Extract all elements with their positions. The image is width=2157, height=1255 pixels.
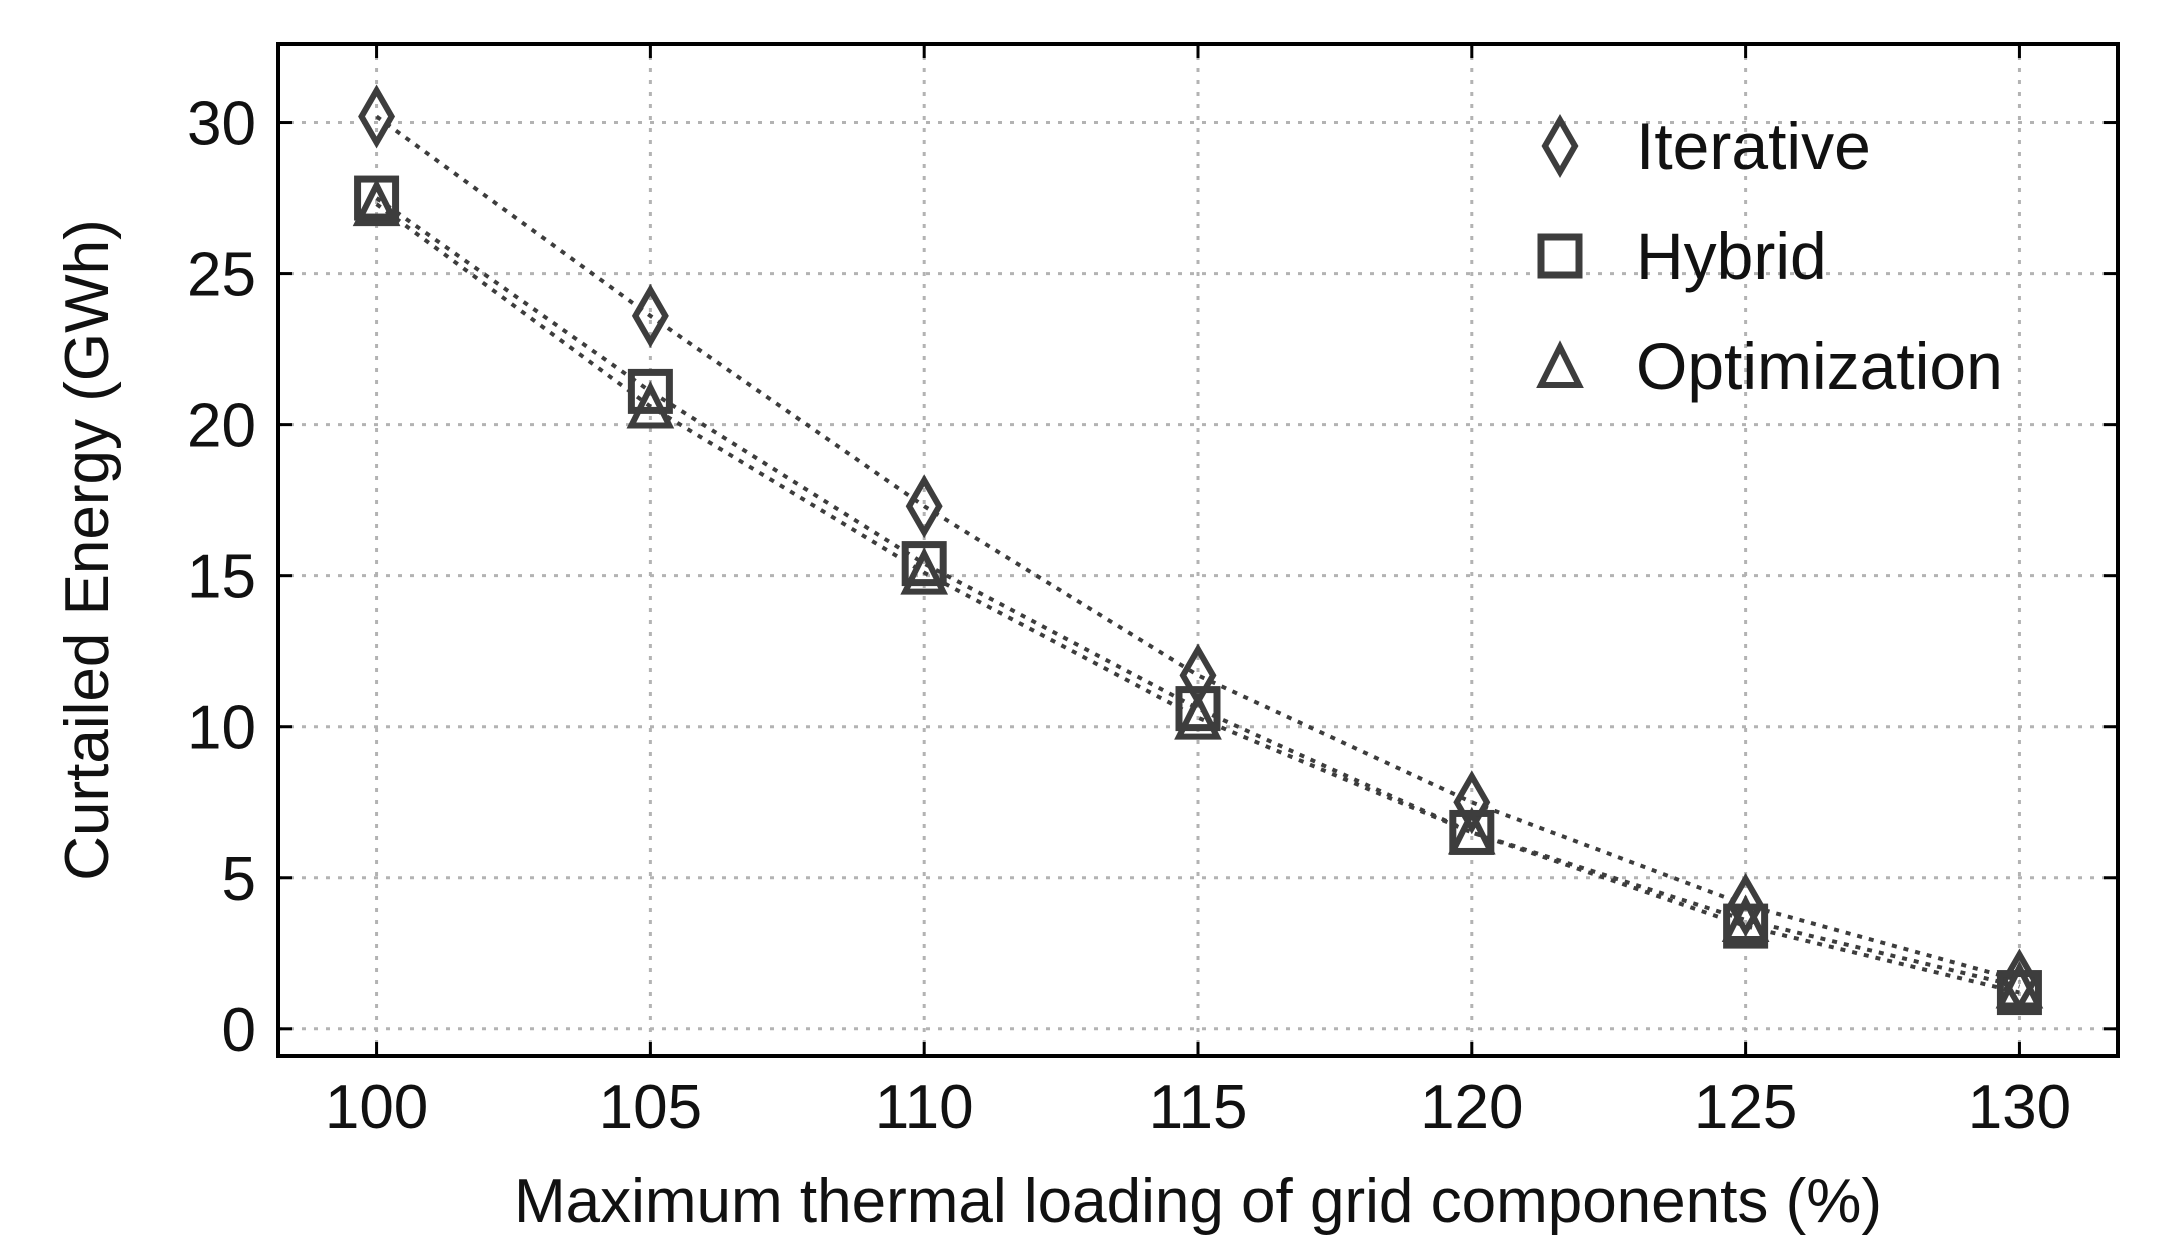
x-tick-label: 110 xyxy=(875,1073,974,1142)
point-optimization xyxy=(1721,894,1770,943)
legend-marker-optimization xyxy=(1536,340,1584,388)
point-iterative xyxy=(1453,770,1491,835)
grid-layer xyxy=(278,44,2118,1056)
y-tick-label: 25 xyxy=(187,241,256,310)
point-hybrid xyxy=(627,368,673,414)
y-tick-label: 5 xyxy=(222,845,256,914)
point-iterative xyxy=(358,84,396,149)
x-tick-label: 120 xyxy=(1420,1073,1523,1142)
legend-label-optimization: Optimization xyxy=(1636,329,2003,403)
point-optimization xyxy=(1174,691,1222,740)
x-axis-label: Maximum thermal loading of grid componen… xyxy=(514,1167,1882,1236)
x-tick-label: 125 xyxy=(1694,1073,1797,1142)
y-tick-label: 10 xyxy=(187,694,256,763)
series-markers xyxy=(352,84,2044,1016)
axis-ticks xyxy=(278,44,2118,1056)
y-tick-label: 0 xyxy=(222,996,256,1065)
point-iterative xyxy=(631,283,669,348)
point-optimization xyxy=(1995,960,2044,1009)
series-line-optimization xyxy=(375,202,2020,989)
legend-marker-hybrid xyxy=(1537,233,1583,279)
point-optimization xyxy=(900,546,949,595)
point-iterative xyxy=(1727,872,1765,937)
legend-marker-iterative xyxy=(1541,113,1579,179)
point-hybrid xyxy=(1175,686,1221,732)
legend-label-hybrid: Hybrid xyxy=(1636,219,1827,293)
y-tick-label: 20 xyxy=(187,392,256,461)
point-optimization xyxy=(626,380,675,429)
point-hybrid xyxy=(901,541,947,587)
x-tick-label: 115 xyxy=(1149,1073,1248,1142)
tick-labels: 100 105 110 115 120 125 130 0 5 10 15 20 25 30 xyxy=(187,90,2071,1142)
x-tick-label: 130 xyxy=(1968,1073,2071,1142)
y-axis-label: Curtailed Energy (GWh) xyxy=(53,219,122,881)
y-tick-label: 15 xyxy=(187,543,256,612)
y-tick-label: 30 xyxy=(187,90,256,159)
x-tick-label: 105 xyxy=(599,1073,702,1142)
legend: Iterative Hybrid Optimization xyxy=(1536,109,2003,403)
x-tick-label: 100 xyxy=(325,1073,428,1142)
point-optimization xyxy=(1447,806,1496,855)
legend-label-iterative: Iterative xyxy=(1636,109,1871,183)
point-optimization xyxy=(352,178,401,227)
point-iterative xyxy=(905,474,943,539)
